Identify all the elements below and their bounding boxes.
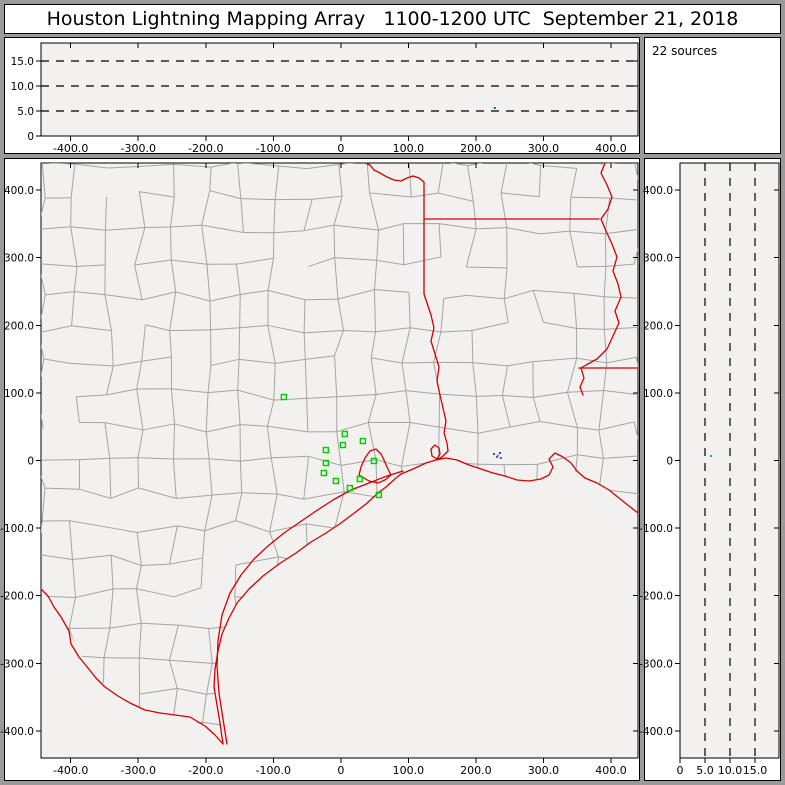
y-axis: 400.0 300.0 200.0 100.0 0 -100.0 -200.0 -300.0 -… <box>639 185 779 738</box>
plan-view-plot[interactable]: -400.0 -300.0 -200.0 -100.0 0 100.0 200.0 300.0… <box>0 159 641 782</box>
svg-text:-400.0: -400.0 <box>53 142 88 155</box>
state-borders-layer <box>40 162 639 745</box>
svg-text:0: 0 <box>27 131 34 143</box>
station-marker <box>332 477 340 485</box>
barrier-islands <box>216 470 404 745</box>
source-dot <box>492 453 495 456</box>
svg-text:400.0: 400.0 <box>4 185 34 197</box>
svg-text:100.0: 100.0 <box>393 142 425 155</box>
svg-text:200.0: 200.0 <box>460 142 492 155</box>
svg-text:400.0: 400.0 <box>643 185 673 197</box>
x-axis: -400.0 -300.0 -200.0 -100.0 0 100.0 200.0 300.0… <box>53 43 627 155</box>
source-dot <box>499 456 502 459</box>
svg-text:300.0: 300.0 <box>528 142 560 155</box>
plot-area <box>40 162 639 759</box>
station-marker <box>341 430 349 438</box>
station-marker <box>322 459 330 467</box>
x-axis: -400.0 -300.0 -200.0 -100.0 0 100.0 200.0 300.0… <box>53 163 627 777</box>
source-dot <box>496 454 499 457</box>
ew-altitude-plot[interactable]: -400.0 -300.0 -200.0 -100.0 0 100.0 200.0 300.0… <box>5 38 641 155</box>
svg-text:400.0: 400.0 <box>595 142 627 155</box>
svg-text:100.0: 100.0 <box>393 764 425 777</box>
svg-text:15.0: 15.0 <box>743 764 768 777</box>
page-title: Houston Lightning Mapping Array 1100-120… <box>46 8 739 30</box>
svg-text:15.0: 15.0 <box>11 56 34 68</box>
y-axis: 400.0 300.0 200.0 100.0 0 -100.0 -200.0 -300.0 -… <box>0 185 638 738</box>
station-marker <box>359 437 367 445</box>
svg-text:300.0: 300.0 <box>643 253 673 265</box>
ns-altitude-panel: 0 5.0 10.0 15.0 400.0 300.0 200.0 100.0 0 -100.0 -… <box>639 158 782 782</box>
plan-view-panel: -400.0 -300.0 -200.0 -100.0 0 100.0 200.0 300.0… <box>0 158 641 782</box>
red-river <box>364 162 425 183</box>
plot-area <box>40 42 639 137</box>
svg-text:-200.0: -200.0 <box>0 591 34 603</box>
source-dot <box>495 455 498 458</box>
ew-altitude-panel: -400.0 -300.0 -200.0 -100.0 0 100.0 200.0 300.0… <box>4 37 641 155</box>
station-marker <box>370 457 378 465</box>
svg-text:-400.0: -400.0 <box>0 726 34 738</box>
sources-layer <box>710 454 712 457</box>
altitude-gridlines <box>704 163 756 758</box>
svg-text:400.0: 400.0 <box>595 764 627 777</box>
svg-text:300.0: 300.0 <box>528 764 560 777</box>
svg-text:-300.0: -300.0 <box>0 658 34 670</box>
svg-text:0: 0 <box>337 142 344 155</box>
sources-layer <box>493 107 496 109</box>
svg-text:0: 0 <box>666 456 673 468</box>
station-marker <box>322 446 330 454</box>
svg-text:-100.0: -100.0 <box>256 764 291 777</box>
svg-text:-400.0: -400.0 <box>639 726 673 738</box>
svg-text:-300.0: -300.0 <box>121 764 156 777</box>
sabine-lake <box>430 444 441 460</box>
svg-text:200.0: 200.0 <box>460 764 492 777</box>
ns-altitude-plot[interactable]: 0 5.0 10.0 15.0 400.0 300.0 200.0 100.0 0 -100.0 -… <box>639 159 782 782</box>
x-axis: 0 5.0 10.0 15.0 <box>677 163 768 777</box>
svg-text:10.0: 10.0 <box>718 764 743 777</box>
mississippi-river <box>579 162 622 396</box>
svg-text:-200.0: -200.0 <box>188 764 223 777</box>
station-marker <box>339 441 347 449</box>
coast-mainland <box>213 459 437 745</box>
station-marker <box>356 475 364 483</box>
svg-text:-100.0: -100.0 <box>0 523 34 535</box>
svg-text:-200.0: -200.0 <box>639 591 673 603</box>
source-dot <box>493 107 496 109</box>
station-marker <box>320 469 328 477</box>
station-marker <box>375 491 383 499</box>
louisiana-coast <box>435 452 639 514</box>
station-marker <box>346 484 354 492</box>
svg-text:0: 0 <box>677 764 684 777</box>
svg-text:100.0: 100.0 <box>4 388 34 400</box>
altitude-gridlines <box>41 60 638 112</box>
svg-text:5.0: 5.0 <box>17 106 34 118</box>
source-dot <box>498 451 501 454</box>
rio-grande <box>40 588 224 745</box>
title-bar: Houston Lightning Mapping Array 1100-120… <box>4 4 781 34</box>
svg-text:5.0: 5.0 <box>696 764 714 777</box>
plot-area <box>679 162 780 759</box>
svg-text:100.0: 100.0 <box>643 388 673 400</box>
stations-layer <box>280 393 383 499</box>
sabine-river <box>423 293 449 461</box>
sources-layer <box>492 451 502 459</box>
svg-text:-200.0: -200.0 <box>188 142 223 155</box>
svg-text:0: 0 <box>337 764 344 777</box>
svg-text:0: 0 <box>27 456 34 468</box>
svg-text:-100.0: -100.0 <box>256 142 291 155</box>
sources-count-label: 22 sources <box>652 44 718 58</box>
svg-text:-300.0: -300.0 <box>639 658 673 670</box>
svg-text:300.0: 300.0 <box>4 253 34 265</box>
svg-text:200.0: 200.0 <box>4 320 34 332</box>
svg-text:-100.0: -100.0 <box>639 523 673 535</box>
svg-text:200.0: 200.0 <box>643 320 673 332</box>
svg-text:10.0: 10.0 <box>11 81 34 93</box>
sources-count-panel: 22 sources <box>644 37 781 154</box>
svg-text:-300.0: -300.0 <box>121 142 156 155</box>
y-axis: 0 5.0 10.0 15.0 <box>11 56 638 143</box>
svg-text:-400.0: -400.0 <box>53 764 88 777</box>
source-dot <box>710 454 712 457</box>
station-marker <box>280 393 288 401</box>
galveston-bay <box>358 448 392 484</box>
